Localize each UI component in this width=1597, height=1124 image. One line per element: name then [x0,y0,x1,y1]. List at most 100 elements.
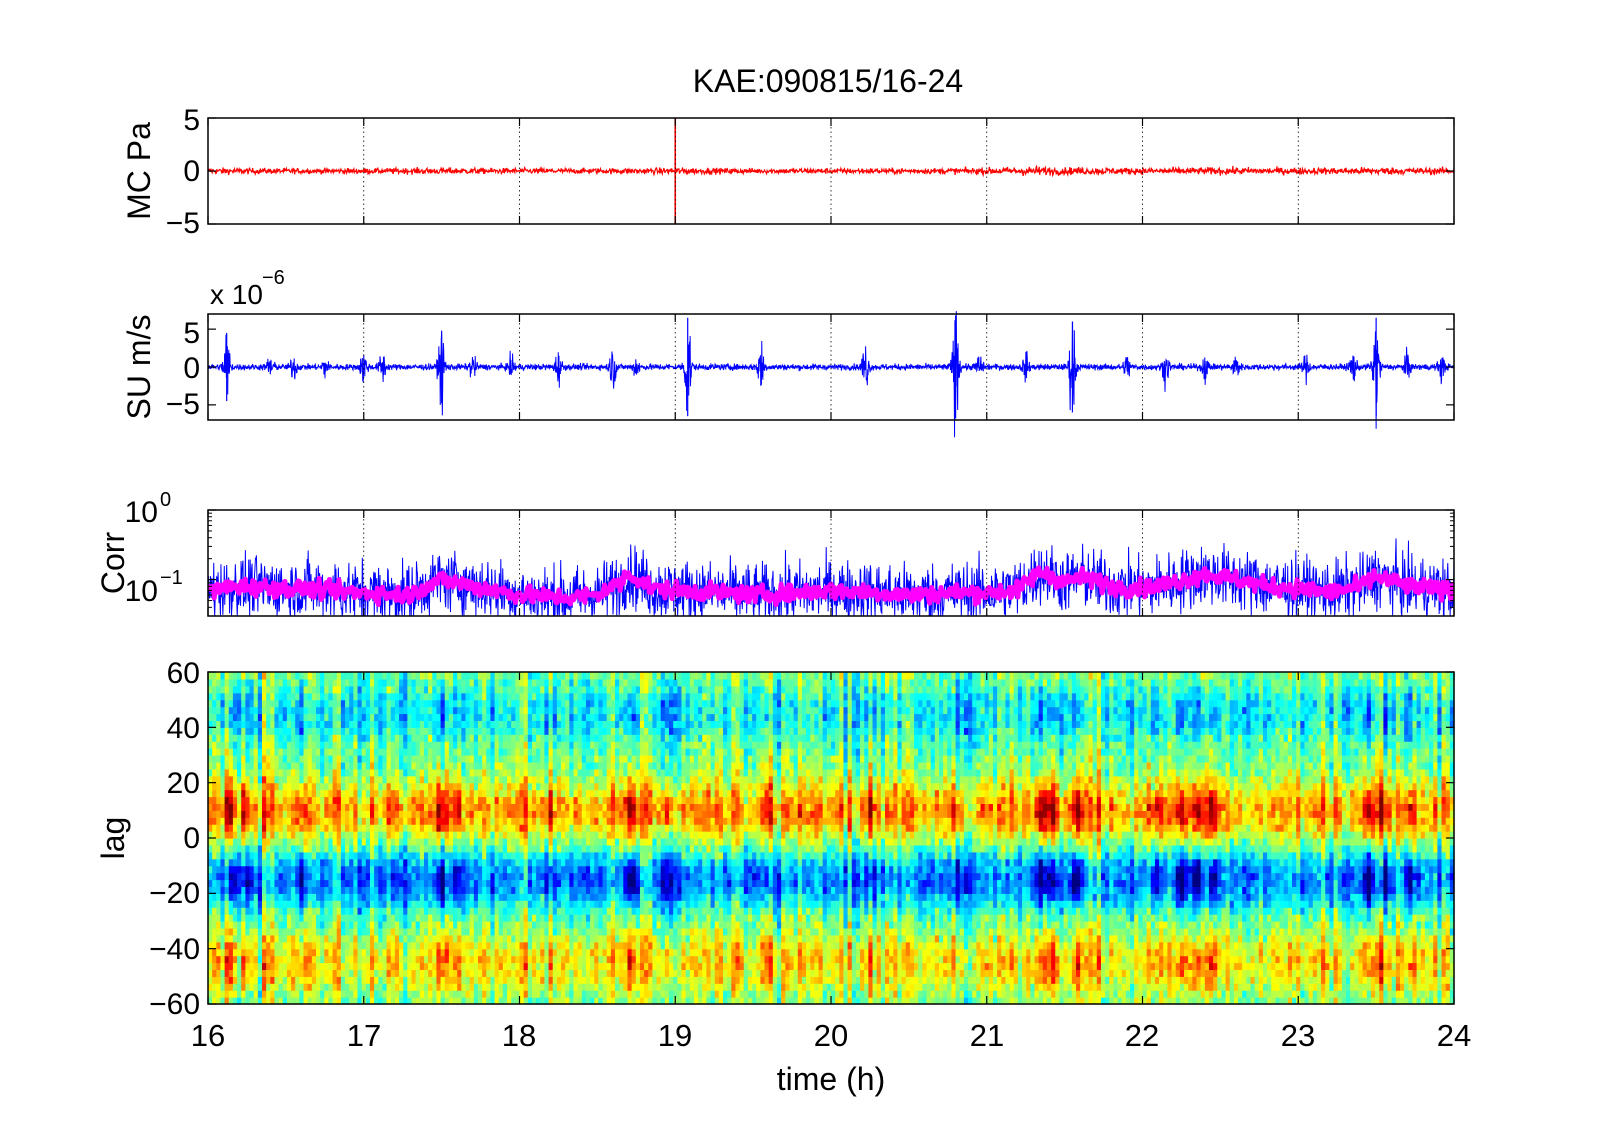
heatmap-cell [577,713,583,722]
heatmap-cell [390,796,396,805]
heatmap-cell [253,907,259,915]
heatmap-cell [494,713,500,722]
heatmap-cell [307,734,313,742]
heatmap-cell [561,817,566,825]
heatmap-cell [536,914,541,922]
heatmap-cell [311,685,317,694]
heatmap-cell [315,817,321,825]
heatmap-cell [311,844,317,853]
heatmap-cell [403,955,408,964]
heatmap-cell [307,990,313,998]
heatmap-cell [241,879,246,888]
heatmap-cell [448,727,454,735]
heatmap-cell [465,844,471,853]
heatmap-cell [320,907,325,915]
heatmap-cell [382,976,388,984]
heatmap-cell [257,983,263,991]
heatmap-cell [498,921,504,929]
heatmap-cell [320,962,325,971]
heatmap-cell [548,810,554,818]
heatmap-cell [328,727,334,735]
heatmap-cell [556,921,562,929]
heatmap-cell [307,803,313,811]
heatmap-cell [208,699,213,708]
heatmap-cell [453,755,458,763]
heatmap-cell [556,865,562,874]
heatmap-cell [378,900,384,908]
heatmap-cell [561,685,566,694]
heatmap-cell [585,713,591,722]
heatmap-cell [382,727,388,735]
heatmap-cell [394,692,400,701]
heatmap-cell [345,713,350,722]
heatmap-cell [324,976,330,984]
heatmap-cell [249,962,255,971]
heatmap-cell [399,962,404,971]
heatmap-cell [490,817,496,825]
heatmap-cell [399,810,404,818]
heatmap-cell [386,727,392,735]
heatmap-cell [552,893,558,901]
heatmap-cell [324,831,330,839]
heatmap-cell [511,706,516,715]
heatmap-cell [320,796,325,805]
heatmap-cell [303,844,309,853]
heatmap-cell [328,685,334,694]
heatmap-cell [216,672,222,680]
heatmap-cell [369,914,375,922]
heatmap-cell [299,824,305,832]
heatmap-cell [390,720,396,728]
heatmap-cell [345,865,350,874]
heatmap-cell [241,734,246,742]
heatmap-cell [494,796,500,805]
heatmap-cell [299,948,305,957]
heatmap-cell [345,990,350,998]
heatmap-cell [216,955,222,964]
heatmap-cell [440,734,446,742]
heatmap-cell [349,900,354,908]
heatmap-cell [469,872,475,881]
heatmap-cell [407,699,413,708]
heatmap-cell [315,727,321,735]
heatmap-cell [494,810,500,818]
heatmap-cell [340,865,346,874]
heatmap-cell [328,699,334,708]
heatmap-cell [378,941,384,950]
heatmap-cell [494,872,500,881]
heatmap-cell [573,962,579,971]
heatmap-cell [448,692,454,701]
heatmap-cell [374,927,379,936]
heatmap-cell [245,678,251,687]
heatmap-cell [440,983,446,991]
heatmap-cell [598,761,604,770]
heatmap-cell [282,782,288,791]
heatmap-cell [324,921,330,929]
heatmap-cell [382,748,388,756]
heatmap-cell [353,927,359,936]
heatmap-cell [602,838,608,846]
heatmap-cell [461,907,467,915]
heatmap-cell [556,678,562,687]
heatmap-cell [394,727,400,735]
heatmap-cell [482,831,487,839]
heatmap-cell [415,851,421,860]
heatmap-cell [536,692,541,701]
heatmap-cell [544,831,550,839]
heatmap-cell [266,699,271,708]
heatmap-cell [278,886,284,894]
heatmap-cell [623,900,629,908]
heatmap-cell [577,796,583,805]
heatmap-cell [428,838,433,846]
heatmap-cell [340,955,346,964]
heatmap-cell [324,699,330,708]
heatmap-cell [274,768,280,777]
heatmap-cell [498,824,504,832]
heatmap-cell [585,824,591,832]
heatmap-cell [561,678,566,687]
heatmap-cell [411,720,417,728]
heatmap-cell [448,893,454,901]
heatmap-cell [511,692,516,701]
heatmap-cell [598,921,604,929]
heatmap-cell [266,983,271,991]
heatmap-cell [257,921,263,929]
